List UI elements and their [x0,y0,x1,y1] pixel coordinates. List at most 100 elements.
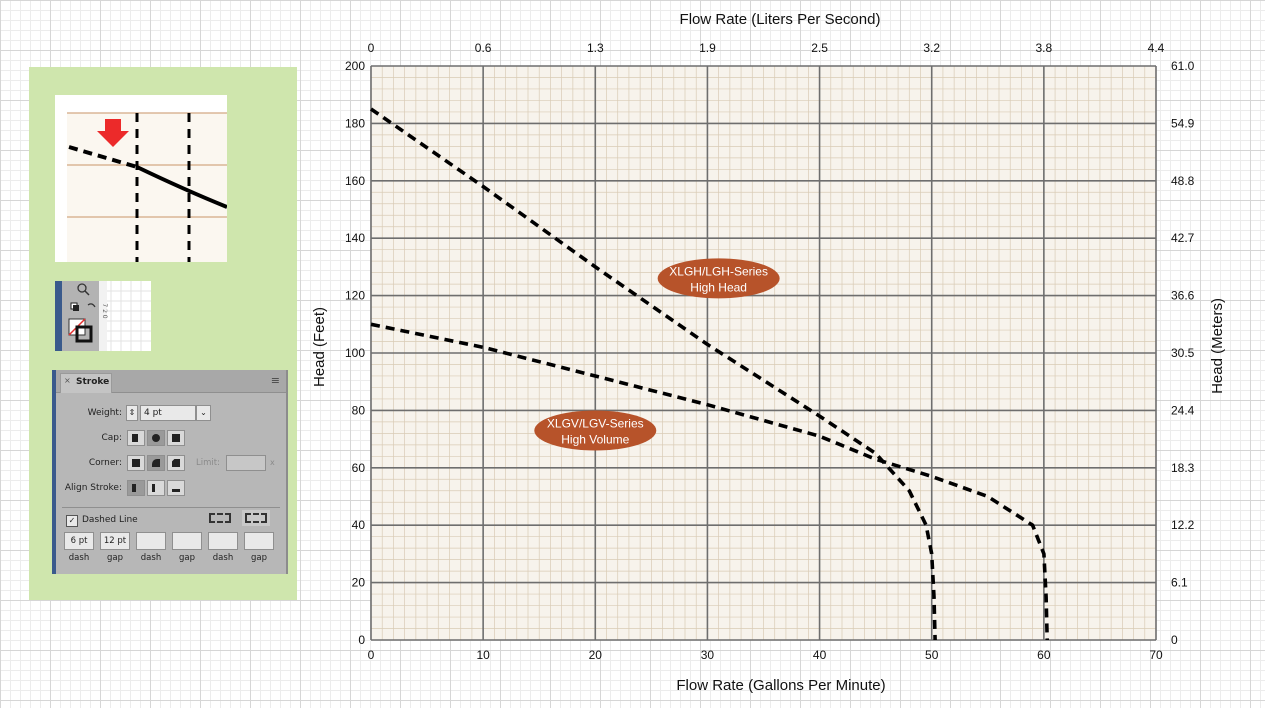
y-tick-label-left: 0 [358,633,365,647]
dash-gap-caption: dash [140,553,162,563]
series-label-text: High Head [690,280,747,294]
dash-input-2[interactable] [136,532,166,550]
y-tick-label-right: 61.0 [1171,59,1195,73]
align-outside-button[interactable] [167,480,185,496]
tab-stroke-label: Stroke [76,377,110,387]
dashed-line-label: Dashed Line [82,515,138,525]
series-label-text: XLGH/LGH-Series [669,264,768,278]
align-inside-button[interactable] [147,480,165,496]
x-axis-title-bottom: Flow Rate (Gallons Per Minute) [676,677,885,694]
y-axis-title-right: Head (Meters) [1209,298,1226,394]
curves [369,107,1049,641]
zoomed-curve-thumbnail [55,95,227,262]
y-tick-label-left: 180 [345,116,365,130]
limit-input[interactable] [226,455,266,471]
major-grid [370,65,1157,641]
x-tick-label-top: 4.4 [1148,41,1165,55]
x-tick-label-bottom: 50 [925,648,939,662]
close-icon[interactable]: × [64,376,71,385]
y-tick-label-left: 100 [345,346,365,360]
gap-input-1[interactable]: 12 pt [100,532,130,550]
dash-gap-caption: gap [179,553,195,563]
weight-input[interactable]: 4 pt [140,405,196,421]
y-tick-label-left: 120 [345,289,365,303]
gap-input-3[interactable] [244,532,274,550]
dash-gap-caption: gap [107,553,123,563]
projecting-cap-button[interactable] [167,430,185,446]
tick-labels: 0 10 20 30 40 50 60 700 0.6 1.3 1.9 2.5 3.2 3.8 4.4020… [345,41,1195,662]
y-axis-title-left: Head (Feet) [311,307,328,387]
y-tick-label-right: 12.2 [1171,518,1195,532]
y-tick-label-left: 160 [345,174,365,188]
y-tick-label-right: 48.8 [1171,174,1195,188]
y-tick-label-right: 54.9 [1171,116,1195,130]
series-line-high-head [369,107,937,641]
series-label-high-volume: XLGV/LGV-Series High Volume [534,410,657,451]
round-cap-button[interactable] [147,430,165,446]
series-label-text: High Volume [561,432,629,446]
series-label-bubble [534,410,657,451]
bevel-join-button[interactable] [167,455,185,471]
y-tick-label-left: 80 [352,403,366,417]
x-tick-label-bottom: 60 [1037,648,1051,662]
red-arrow-icon [97,119,129,147]
y-tick-label-right: 6.1 [1171,576,1188,590]
limit-suffix: x [270,458,275,467]
x-tick-label-bottom: 30 [701,648,715,662]
weight-stepper[interactable]: ⇕ [126,405,138,421]
tab-stroke[interactable]: × Stroke [60,373,112,393]
series-label-high-head: XLGH/LGH-Series High Head [657,258,780,299]
preserve-dash-button[interactable] [206,510,234,526]
x-axis-title-top: Flow Rate (Liters Per Second) [680,11,881,28]
svg-text:7 2 0: 7 2 0 [101,303,108,318]
dash-input-1[interactable]: 6 pt [64,532,94,550]
x-tick-label-bottom: 40 [813,648,827,662]
round-join-button[interactable] [147,455,165,471]
hamburger-icon[interactable]: ≡ [270,374,280,387]
y-tick-label-left: 20 [352,576,366,590]
x-tick-label-top: 1.9 [699,41,716,55]
stroke-panel: × Stroke ≡ Weight: ⇕ 4 pt ⌄ Cap: Corner:… [52,370,288,574]
y-tick-label-right: 24.4 [1171,403,1195,417]
x-tick-label-top: 3.8 [1036,41,1053,55]
x-tick-label-top: 2.5 [811,41,828,55]
y-tick-label-right: 36.6 [1171,289,1195,303]
x-tick-label-bottom: 70 [1149,648,1163,662]
cap-label: Cap: [101,433,122,443]
y-tick-label-right: 30.5 [1171,346,1195,360]
miter-join-button[interactable] [127,455,145,471]
weight-label: Weight: [87,408,122,418]
x-tick-label-top: 1.3 [587,41,604,55]
align-dash-corners-button[interactable] [242,510,270,526]
dashed-line-checkbox[interactable]: ✓ [66,515,78,527]
y-tick-label-left: 60 [352,461,366,475]
y-tick-label-left: 200 [345,59,365,73]
x-tick-label-top: 0.6 [475,41,492,55]
butt-cap-button[interactable] [127,430,145,446]
x-tick-label-bottom: 10 [476,648,490,662]
weight-dropdown-chevron-down-icon[interactable]: ⌄ [196,405,211,421]
y-tick-label-left: 140 [345,231,365,245]
x-tick-label-top: 3.2 [923,41,940,55]
corner-label: Corner: [88,458,122,468]
curve-labels: XLGH/LGH-Series High Head XLGV/LGV-Series H… [534,258,780,451]
series-label-bubble [657,258,780,299]
stroke-panel-tabbar: × Stroke ≡ [56,370,286,393]
y-tick-label-right: 42.7 [1171,231,1195,245]
divider [62,507,280,508]
dash-gap-caption: dash [68,553,90,563]
series-label-text: XLGV/LGV-Series [547,416,644,430]
illustrator-reference-panel: 7 2 0 × Stroke ≡ Weight: ⇕ 4 pt ⌄ Cap: [29,67,297,600]
dash-gap-caption: gap [251,553,267,563]
align-stroke-label: Align Stroke: [64,483,122,493]
limit-label: Limit: [196,458,220,468]
y-tick-label-left: 40 [352,518,366,532]
dash-input-3[interactable] [208,532,238,550]
align-center-button[interactable] [127,480,145,496]
x-tick-label-bottom: 0 [368,648,375,662]
y-tick-label-right: 18.3 [1171,461,1195,475]
gap-input-2[interactable] [172,532,202,550]
x-tick-label-top: 0 [368,41,375,55]
y-tick-label-right: 0 [1171,633,1178,647]
